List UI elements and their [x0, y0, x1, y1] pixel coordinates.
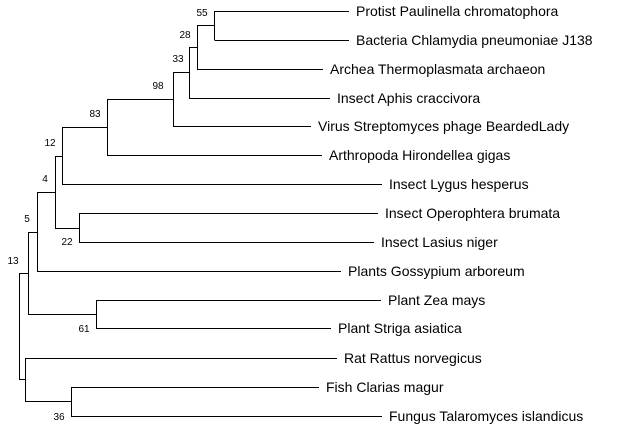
- support-value: 36: [53, 412, 65, 423]
- leaf-label: Insect Lygus hesperus: [389, 176, 529, 192]
- leaf-label: Virus Streptomyces phage BeardedLady: [318, 118, 569, 134]
- leaf-label: Plant Zea mays: [388, 292, 485, 308]
- leaf-label: Rat Rattus norvegicus: [344, 350, 482, 366]
- leaf-label: Insect Operophtera brumata: [385, 205, 560, 221]
- support-value: 12: [44, 138, 56, 149]
- leaf-label: Bacteria Chlamydia pneumoniae J138: [356, 32, 593, 48]
- leaf-label: Protist Paulinella chromatophora: [356, 3, 559, 19]
- leaf-label: Insect Aphis craccivora: [337, 90, 480, 106]
- support-value: 83: [89, 109, 101, 120]
- leaf-label: Fish Clarias magur: [326, 379, 444, 395]
- tree-branches: [19, 11, 382, 417]
- support-value: 28: [179, 30, 191, 41]
- support-value: 5: [24, 214, 30, 225]
- leaf-label: Arthropoda Hirondellea gigas: [329, 147, 510, 163]
- leaf-label: Archea Thermoplasmata archaeon: [330, 61, 545, 77]
- support-value: 33: [172, 54, 184, 65]
- support-value: 98: [152, 81, 164, 92]
- leaf-label: Insect Lasius niger: [381, 234, 498, 250]
- support-value: 13: [7, 256, 19, 267]
- support-value: 4: [42, 174, 48, 185]
- support-value: 61: [78, 324, 90, 335]
- leaf-label: Plant Striga asiatica: [338, 320, 462, 336]
- support-value: 55: [196, 8, 208, 19]
- support-value: 22: [61, 237, 73, 248]
- leaf-label: Plants Gossypium arboreum: [348, 263, 525, 279]
- support-values: 55 28 33 98 83 12 4 22 5 61 13 36: [7, 8, 208, 423]
- leaf-label: Fungus Talaromyces islandicus: [389, 408, 583, 424]
- leaf-labels: Protist Paulinella chromatophora Bacteri…: [318, 3, 593, 424]
